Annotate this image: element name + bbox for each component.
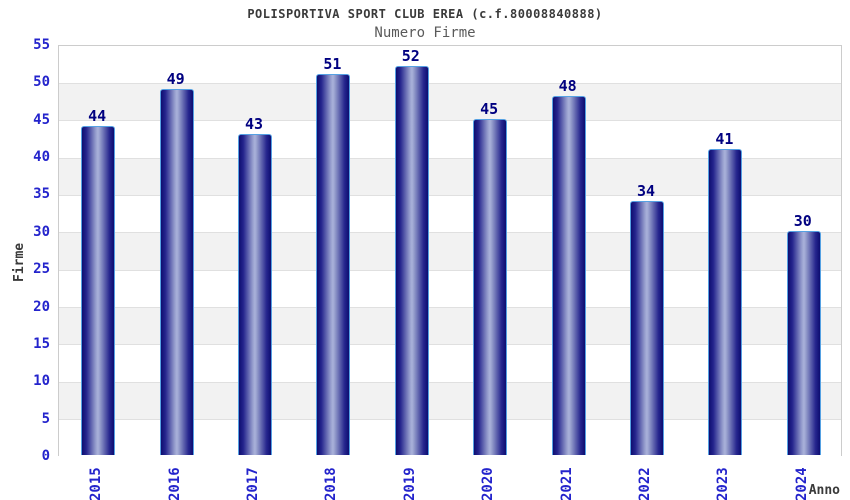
x-tick-2022: 2022 bbox=[637, 467, 653, 500]
bar-2015 bbox=[81, 126, 116, 455]
y-tick-45: 45 bbox=[33, 111, 50, 128]
gridline-y25 bbox=[59, 269, 841, 271]
x-tick-2019: 2019 bbox=[401, 467, 418, 500]
value-label-2022: 34 bbox=[636, 181, 656, 200]
value-label-2020: 45 bbox=[480, 99, 499, 118]
value-label-2015: 44 bbox=[88, 107, 107, 126]
bar-2019 bbox=[394, 66, 429, 455]
gridline-y30 bbox=[59, 232, 841, 234]
x-tick-2015: 2015 bbox=[88, 467, 105, 500]
bar-2017 bbox=[238, 133, 272, 455]
bar-2021 bbox=[551, 96, 586, 455]
y-tick-10: 10 bbox=[33, 373, 50, 390]
value-label-2019: 52 bbox=[401, 47, 420, 66]
plot-band bbox=[59, 46, 841, 84]
bar-2020 bbox=[473, 118, 508, 455]
chart-subtitle: Numero Firme bbox=[374, 25, 476, 41]
y-tick-40: 40 bbox=[33, 149, 50, 166]
y-tick-50: 50 bbox=[33, 74, 50, 91]
gridline-y50 bbox=[59, 82, 841, 84]
bar-2023 bbox=[708, 148, 743, 455]
y-tick-25: 25 bbox=[33, 261, 50, 278]
y-tick-15: 15 bbox=[33, 335, 50, 352]
y-tick-30: 30 bbox=[33, 223, 50, 240]
x-tick-2024: 2024 bbox=[793, 467, 810, 500]
value-label-2024: 30 bbox=[793, 211, 812, 230]
bar-2024 bbox=[786, 230, 821, 455]
gridline-y20 bbox=[59, 307, 841, 309]
x-tick-2018: 2018 bbox=[323, 467, 340, 500]
value-label-2017: 43 bbox=[244, 114, 264, 133]
y-tick-5: 5 bbox=[41, 410, 50, 427]
gridline-y5 bbox=[59, 419, 841, 421]
bar-2016 bbox=[159, 88, 194, 455]
bar-2022 bbox=[630, 200, 664, 455]
gridline-y10 bbox=[59, 381, 841, 383]
gridline-y15 bbox=[59, 344, 841, 346]
bar-2018 bbox=[316, 73, 351, 455]
x-tick-2016: 2016 bbox=[166, 467, 183, 500]
x-axis-label: Anno bbox=[808, 483, 840, 498]
gridline-y40 bbox=[59, 157, 841, 159]
gridline-y45 bbox=[59, 120, 841, 122]
x-tick-2021: 2021 bbox=[558, 467, 575, 500]
value-label-2018: 51 bbox=[323, 54, 342, 73]
x-tick-2023: 2023 bbox=[715, 467, 732, 500]
y-tick-35: 35 bbox=[33, 186, 50, 203]
x-tick-2020: 2020 bbox=[480, 467, 497, 500]
x-tick-2017: 2017 bbox=[245, 467, 261, 500]
value-label-2016: 49 bbox=[166, 69, 185, 88]
plot-area bbox=[58, 45, 842, 457]
y-tick-0: 0 bbox=[41, 448, 50, 464]
value-label-2021: 48 bbox=[558, 77, 577, 96]
y-tick-55: 55 bbox=[33, 37, 50, 53]
chart-title: POLISPORTIVA SPORT CLUB EREA (c.f.800088… bbox=[247, 7, 603, 21]
gridline-y35 bbox=[59, 194, 841, 196]
y-tick-20: 20 bbox=[33, 298, 50, 315]
value-label-2023: 41 bbox=[715, 129, 734, 148]
